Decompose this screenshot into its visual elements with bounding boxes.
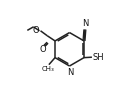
Text: N: N xyxy=(67,68,73,77)
Text: O: O xyxy=(33,26,39,35)
Text: CH₃: CH₃ xyxy=(42,66,55,72)
Text: N: N xyxy=(82,19,88,28)
Text: O: O xyxy=(40,45,46,54)
Text: SH: SH xyxy=(92,53,104,62)
